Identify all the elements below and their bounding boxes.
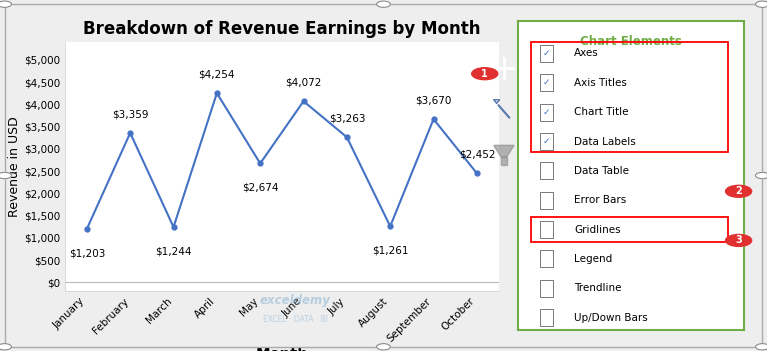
X-axis label: Month: Month bbox=[255, 347, 308, 351]
FancyBboxPatch shape bbox=[540, 163, 553, 179]
Text: Axes: Axes bbox=[574, 48, 599, 59]
Text: Error Bars: Error Bars bbox=[574, 195, 627, 205]
FancyBboxPatch shape bbox=[540, 309, 553, 326]
Text: $3,263: $3,263 bbox=[328, 113, 365, 123]
Text: $2,452: $2,452 bbox=[459, 150, 495, 159]
FancyBboxPatch shape bbox=[540, 45, 553, 62]
Text: EXCEL · DATA · BI: EXCEL · DATA · BI bbox=[263, 315, 328, 324]
Text: Trendline: Trendline bbox=[574, 283, 622, 293]
Text: exceldemy: exceldemy bbox=[260, 293, 331, 307]
Text: $1,261: $1,261 bbox=[372, 246, 409, 256]
Text: ✓: ✓ bbox=[543, 137, 551, 146]
Text: 2: 2 bbox=[736, 186, 742, 196]
Text: $2,674: $2,674 bbox=[242, 183, 278, 193]
FancyBboxPatch shape bbox=[540, 221, 553, 238]
Text: $4,254: $4,254 bbox=[199, 69, 235, 79]
Polygon shape bbox=[501, 157, 507, 165]
Text: 1: 1 bbox=[482, 69, 488, 79]
Text: Gridlines: Gridlines bbox=[574, 225, 621, 234]
Text: $1,203: $1,203 bbox=[69, 249, 105, 258]
Polygon shape bbox=[494, 145, 514, 157]
Text: $1,244: $1,244 bbox=[155, 246, 192, 257]
FancyBboxPatch shape bbox=[540, 250, 553, 267]
FancyBboxPatch shape bbox=[540, 74, 553, 91]
Text: $3,359: $3,359 bbox=[112, 109, 149, 119]
Text: $4,072: $4,072 bbox=[285, 77, 321, 87]
Text: Axis Titles: Axis Titles bbox=[574, 78, 627, 88]
FancyBboxPatch shape bbox=[540, 133, 553, 150]
Text: Data Table: Data Table bbox=[574, 166, 629, 176]
Y-axis label: Revenue in USD: Revenue in USD bbox=[8, 116, 21, 217]
Text: 3: 3 bbox=[736, 236, 742, 245]
Text: ✓: ✓ bbox=[543, 49, 551, 58]
Text: Chart Elements: Chart Elements bbox=[580, 35, 682, 48]
Text: ✓: ✓ bbox=[543, 78, 551, 87]
Text: Legend: Legend bbox=[574, 254, 613, 264]
Text: Data Labels: Data Labels bbox=[574, 137, 636, 146]
Text: Up/Down Bars: Up/Down Bars bbox=[574, 313, 648, 323]
Text: $3,670: $3,670 bbox=[416, 95, 452, 105]
Text: ✓: ✓ bbox=[543, 108, 551, 117]
Text: Chart Title: Chart Title bbox=[574, 107, 629, 117]
FancyBboxPatch shape bbox=[540, 104, 553, 121]
FancyBboxPatch shape bbox=[540, 192, 553, 209]
Title: Breakdown of Revenue Earnings by Month: Breakdown of Revenue Earnings by Month bbox=[83, 20, 481, 38]
FancyBboxPatch shape bbox=[540, 280, 553, 297]
